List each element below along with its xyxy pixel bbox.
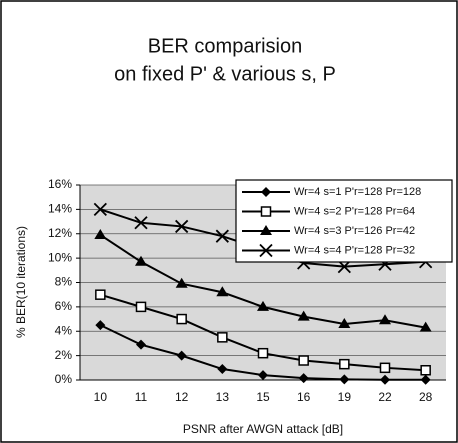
marker xyxy=(337,260,351,274)
y-tick-label: 10% xyxy=(48,250,72,264)
x-axis-label: PSNR after AWGN attack [dB] xyxy=(183,422,343,436)
y-tick-label: 16% xyxy=(48,177,72,191)
chart-title: BER comparision xyxy=(148,35,303,57)
marker xyxy=(93,202,107,217)
x-tick-label: 13 xyxy=(216,390,230,404)
y-tick-label: 4% xyxy=(55,323,73,337)
marker xyxy=(420,365,431,376)
marker xyxy=(176,350,187,361)
y-axis-label: % BER(10 iterations) xyxy=(14,226,28,338)
marker xyxy=(216,286,229,297)
marker xyxy=(338,317,351,328)
y-tick-label: 2% xyxy=(55,348,73,362)
marker xyxy=(379,314,391,325)
x-tick-label: 22 xyxy=(378,390,392,404)
legend-label: Wr=4 s=4 P'r=128 Pr=32 xyxy=(294,244,415,256)
marker xyxy=(298,355,309,366)
marker xyxy=(259,243,273,258)
y-tick-label: 8% xyxy=(55,275,73,289)
marker xyxy=(298,373,309,384)
marker xyxy=(380,374,390,385)
y-tick-label: 12% xyxy=(48,226,72,240)
marker xyxy=(258,370,268,381)
marker xyxy=(136,339,146,350)
marker xyxy=(420,374,431,385)
marker xyxy=(260,206,272,217)
marker xyxy=(134,216,148,230)
marker xyxy=(257,300,269,311)
marker xyxy=(175,277,188,288)
marker xyxy=(217,364,228,375)
legend: Wr=4 s=1 P'r=128 Pr=128 Wr=4 s=2 P'r=128 … xyxy=(235,179,453,263)
marker xyxy=(95,289,106,300)
marker xyxy=(135,301,147,313)
marker xyxy=(135,255,147,266)
marker xyxy=(175,219,189,234)
legend-label: Wr=4 s=3 P'r=126 Pr=42 xyxy=(294,225,415,237)
marker xyxy=(339,374,350,385)
marker xyxy=(419,321,432,332)
y-tick-label: 14% xyxy=(48,202,72,216)
marker xyxy=(215,229,229,243)
marker xyxy=(297,310,310,321)
marker xyxy=(257,347,269,359)
chart-title: on fixed P' & various s, P xyxy=(114,63,336,85)
x-tick-label: 15 xyxy=(256,390,270,404)
legend-box xyxy=(235,179,453,263)
x-tick-label: 16 xyxy=(297,390,311,404)
marker xyxy=(94,228,107,239)
x-tick-label: 12 xyxy=(175,390,189,404)
legend-label: Wr=4 s=2 P'r=128 Pr=64 xyxy=(294,205,415,217)
marker xyxy=(260,225,272,235)
marker xyxy=(379,362,391,374)
marker xyxy=(95,320,106,331)
marker xyxy=(339,358,350,370)
x-tick-label: 11 xyxy=(135,390,148,404)
marker xyxy=(217,332,228,343)
x-tick-label: 28 xyxy=(419,390,433,404)
y-tick-label: 0% xyxy=(55,372,73,386)
x-tick-label: 10 xyxy=(94,390,108,404)
marker xyxy=(176,313,187,325)
y-tick-label: 6% xyxy=(55,299,73,313)
x-tick-label: 19 xyxy=(338,390,352,404)
legend-label: Wr=4 s=1 P'r=128 Pr=128 xyxy=(294,186,421,198)
marker xyxy=(261,187,271,197)
